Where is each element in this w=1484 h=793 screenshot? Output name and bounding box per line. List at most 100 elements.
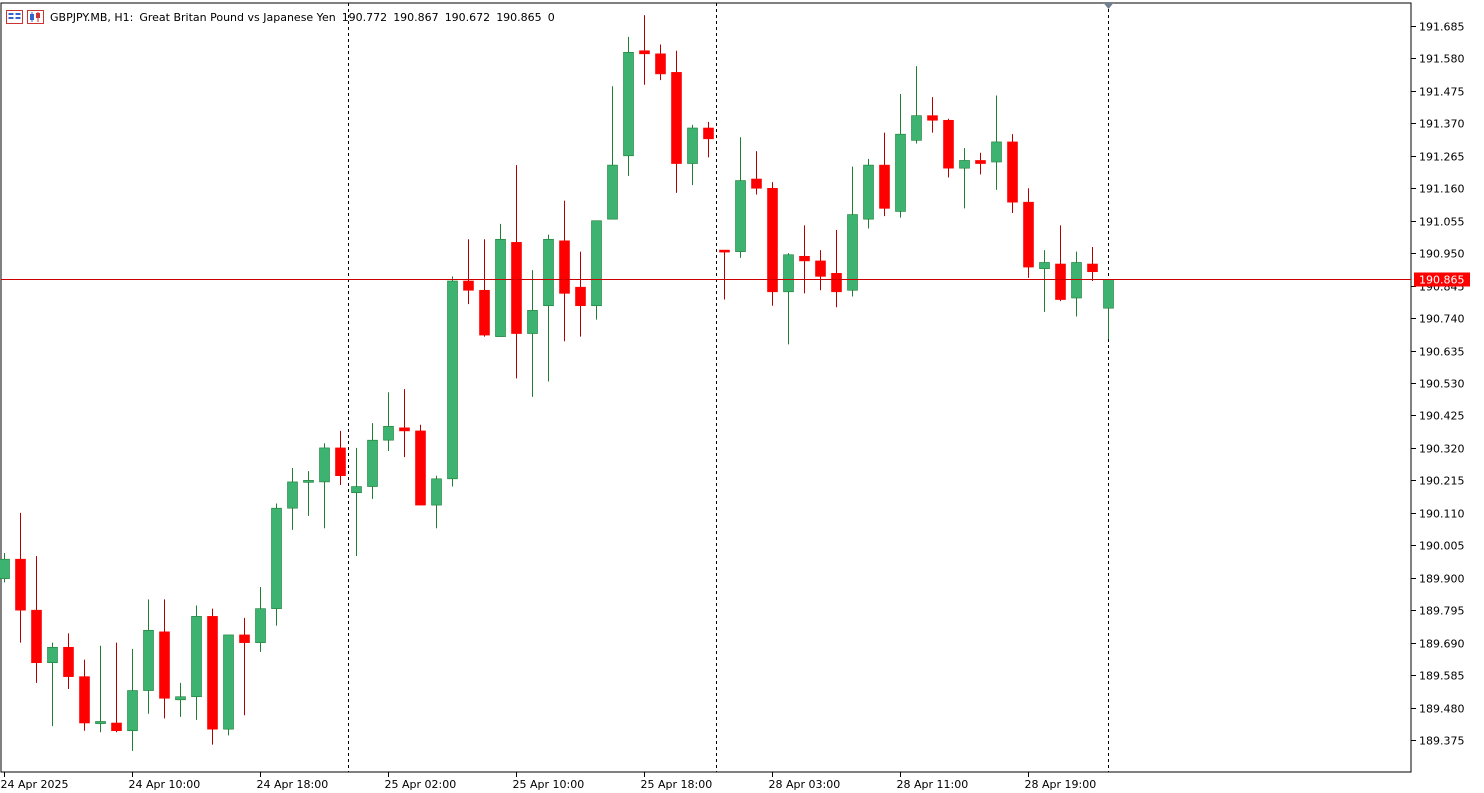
candle <box>0 553 10 583</box>
candle <box>831 230 842 308</box>
candle-body <box>655 53 666 75</box>
candle-body <box>31 609 42 664</box>
candle-body <box>1007 141 1018 203</box>
candle-body <box>527 310 538 334</box>
candle-body <box>511 242 522 334</box>
candle-body <box>1103 279 1114 309</box>
candle <box>143 599 154 714</box>
price-tick-label: 189.585 <box>1419 670 1465 683</box>
candle <box>447 276 458 487</box>
ohlc-high: 190.867 <box>393 10 439 24</box>
candle-body <box>0 558 10 579</box>
candle-body <box>783 254 794 293</box>
candle <box>879 132 890 217</box>
window-list-icon[interactable] <box>6 10 23 24</box>
candle-body <box>735 180 746 252</box>
price-tick-label: 189.795 <box>1419 605 1465 618</box>
candle <box>15 512 26 643</box>
price-tick-label: 191.160 <box>1419 183 1465 196</box>
candle-body <box>687 127 698 164</box>
candle-body <box>143 629 154 691</box>
candle <box>127 648 138 751</box>
candle <box>687 124 698 186</box>
candle <box>943 118 954 178</box>
time-tick-label: 24 Apr 10:00 <box>129 778 201 791</box>
current-price-label: 190.865 <box>1419 274 1465 287</box>
candle-body <box>959 160 970 169</box>
chart-header: GBPJPY.MB, H1: Great Britan Pound vs Jap… <box>6 7 555 27</box>
candle-body <box>815 260 826 277</box>
candle <box>223 634 234 736</box>
candle-body <box>111 722 122 732</box>
candle <box>559 200 570 342</box>
price-tick-label: 191.580 <box>1419 53 1465 66</box>
candle-body <box>47 646 58 664</box>
candle <box>703 121 714 158</box>
candle <box>367 423 378 499</box>
time-tick-label: 25 Apr 02:00 <box>385 778 457 791</box>
candle-body <box>63 646 74 677</box>
candle-body <box>175 696 186 701</box>
candle-body <box>799 255 810 262</box>
candle <box>239 617 250 716</box>
candle <box>319 443 330 529</box>
price-tick-label: 191.055 <box>1419 216 1465 229</box>
candle <box>783 253 794 345</box>
candle <box>895 94 906 218</box>
candle <box>383 392 394 451</box>
candle <box>1007 134 1018 213</box>
candle-body <box>863 164 874 220</box>
candle <box>1087 247 1098 281</box>
candle <box>719 249 730 300</box>
candle <box>495 223 506 337</box>
candle-body <box>351 486 362 494</box>
price-tick-label: 190.740 <box>1419 313 1465 326</box>
current-price-line-group: 190.865 <box>1 272 1470 287</box>
ohlc-low: 190.672 <box>444 10 491 24</box>
candle <box>63 633 74 689</box>
price-tick-label: 190.215 <box>1419 475 1465 488</box>
candle <box>911 66 922 144</box>
time-tick-label: 24 Apr 2025 <box>1 778 69 791</box>
time-tick-label: 28 Apr 19:00 <box>1025 778 1097 791</box>
price-tick-label: 189.480 <box>1419 703 1465 716</box>
candle <box>351 447 362 557</box>
candle-body <box>495 238 506 337</box>
candle <box>847 166 858 297</box>
candle <box>1055 225 1066 302</box>
price-tick-label: 191.370 <box>1419 118 1465 131</box>
candle-body <box>751 178 762 189</box>
chart-description: Great Britan Pound vs Japanese Yen <box>139 10 336 24</box>
candle-body <box>1055 263 1066 300</box>
current-bar-marker-icon <box>1103 3 1114 9</box>
candle <box>655 44 666 81</box>
candle-body <box>463 280 474 291</box>
candle <box>47 642 58 727</box>
candle <box>863 158 874 229</box>
price-tick-label: 190.425 <box>1419 410 1465 423</box>
candle <box>607 86 618 220</box>
candle-body <box>255 608 266 643</box>
candle <box>79 659 90 731</box>
candle-body <box>271 507 282 609</box>
candle <box>991 95 1002 190</box>
price-tick-label: 190.005 <box>1419 540 1465 553</box>
candle <box>415 424 426 506</box>
candle <box>975 152 986 175</box>
candle-body <box>623 51 634 157</box>
time-tick-label: 28 Apr 03:00 <box>769 778 841 791</box>
chart-type-icon[interactable] <box>27 10 44 24</box>
price-tick-label: 190.320 <box>1419 443 1465 456</box>
candle <box>671 50 682 193</box>
candle <box>207 608 218 745</box>
time-tick-label: 28 Apr 11:00 <box>897 778 969 791</box>
candle-body <box>191 616 202 698</box>
candle-body <box>767 187 778 293</box>
candle-body <box>15 558 26 611</box>
candle-body <box>223 634 234 730</box>
candle <box>623 36 634 176</box>
candle-body <box>927 115 938 121</box>
candle-body <box>895 133 906 212</box>
